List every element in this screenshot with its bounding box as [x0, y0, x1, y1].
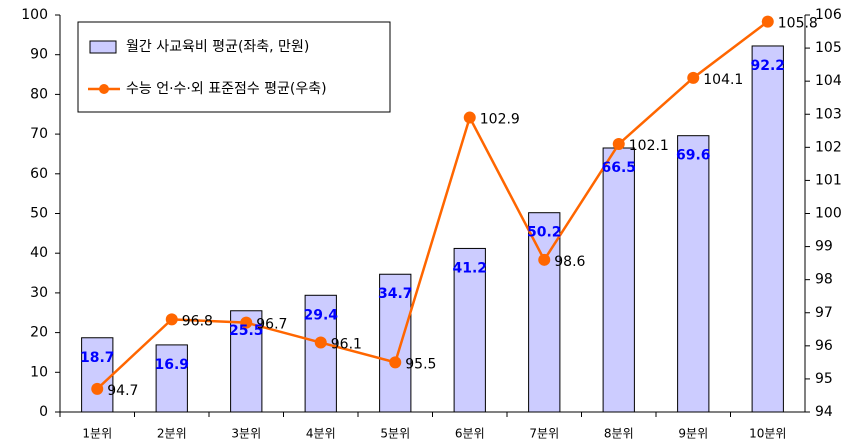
y2-tick-label: 101: [815, 172, 842, 188]
y-tick-label: 40: [30, 245, 48, 261]
line-marker: [314, 336, 327, 349]
legend-label: 수능 언·수·외 표준점수 평균(우축): [126, 81, 327, 97]
y2-tick-label: 94: [815, 404, 833, 420]
bar-value-label: 34.7: [378, 286, 413, 302]
line-marker: [687, 71, 700, 84]
bar-value-label: 41.2: [452, 260, 487, 276]
x-tick-label: 2분위: [157, 427, 187, 441]
line-marker: [463, 111, 476, 124]
y2-tick-label: 96: [815, 338, 833, 354]
bar: [230, 310, 263, 413]
y-tick-label: 90: [30, 47, 48, 63]
y-tick-label: 100: [21, 7, 48, 23]
bar-value-label: 66.5: [601, 160, 636, 176]
bar: [602, 147, 635, 413]
x-tick-label: 1분위: [82, 427, 112, 441]
line-value-label: 96.8: [182, 313, 213, 329]
line-marker: [91, 382, 104, 395]
y-tick-label: 10: [30, 364, 48, 380]
bar-value-label: 69.6: [676, 148, 711, 164]
line-value-label: 105.8: [778, 16, 818, 32]
line-value-label: 102.1: [629, 138, 669, 154]
y2-tick-label: 102: [815, 139, 842, 155]
x-tick-label: 9분위: [678, 427, 708, 441]
bar: [677, 135, 710, 413]
y-tick-label: 60: [30, 166, 48, 182]
bar: [81, 337, 114, 413]
bar: [379, 273, 412, 413]
line-value-label: 96.7: [256, 317, 287, 333]
y-tick-label: 50: [30, 206, 48, 222]
line-marker: [761, 15, 774, 28]
line-marker: [165, 313, 178, 326]
line-marker: [389, 356, 402, 369]
y2-tick-label: 95: [815, 371, 833, 387]
line-marker: [240, 316, 253, 329]
line-marker: [538, 253, 551, 266]
y2-tick-label: 104: [815, 73, 842, 89]
y2-tick-label: 97: [815, 305, 833, 321]
y-tick-label: 0: [39, 404, 48, 420]
line-value-label: 104.1: [703, 72, 743, 88]
line-value-label: 96.1: [331, 337, 362, 353]
line-value-label: 98.6: [554, 254, 585, 270]
y-tick-label: 30: [30, 285, 48, 301]
bar-value-label: 92.2: [750, 58, 785, 74]
y2-tick-label: 103: [815, 106, 842, 122]
bar-value-label: 25.5: [229, 323, 264, 339]
x-tick-label: 4분위: [306, 427, 336, 441]
x-tick-label: 3분위: [231, 427, 261, 441]
bar-value-label: 18.7: [80, 350, 115, 366]
x-tick-label: 10분위: [749, 427, 786, 441]
line-value-label: 95.5: [405, 356, 436, 372]
y2-tick-label: 98: [815, 272, 833, 288]
y-tick-label: 70: [30, 126, 48, 142]
legend-box: [77, 21, 391, 113]
bar: [155, 344, 188, 413]
bar-value-label: 16.9: [154, 357, 189, 373]
line-value-label: 94.7: [107, 383, 138, 399]
bar: [453, 247, 486, 413]
y-tick-label: 80: [30, 86, 48, 102]
x-tick-label: 6분위: [455, 427, 485, 441]
x-tick-label: 5분위: [380, 427, 410, 441]
y2-tick-label: 106: [815, 7, 842, 23]
line-value-label: 102.9: [480, 112, 520, 128]
legend-label: 월간 사교육비 평균(좌축, 만원): [126, 39, 309, 55]
line: [96, 20, 769, 390]
bar: [304, 294, 337, 413]
bar-value-label: 50.2: [527, 225, 562, 241]
y2-tick-label: 100: [815, 206, 842, 222]
legend-swatch-marker: [99, 84, 109, 94]
y2-tick-label: 99: [815, 239, 833, 255]
line-marker: [612, 138, 625, 151]
legend-swatch: [89, 40, 117, 54]
x-tick-label: 7분위: [529, 427, 559, 441]
x-tick-label: 8분위: [604, 427, 634, 441]
y2-tick-label: 105: [815, 40, 842, 56]
bar: [751, 45, 784, 413]
bar: [528, 212, 561, 413]
y-tick-label: 20: [30, 325, 48, 341]
bar-value-label: 29.4: [303, 307, 338, 323]
